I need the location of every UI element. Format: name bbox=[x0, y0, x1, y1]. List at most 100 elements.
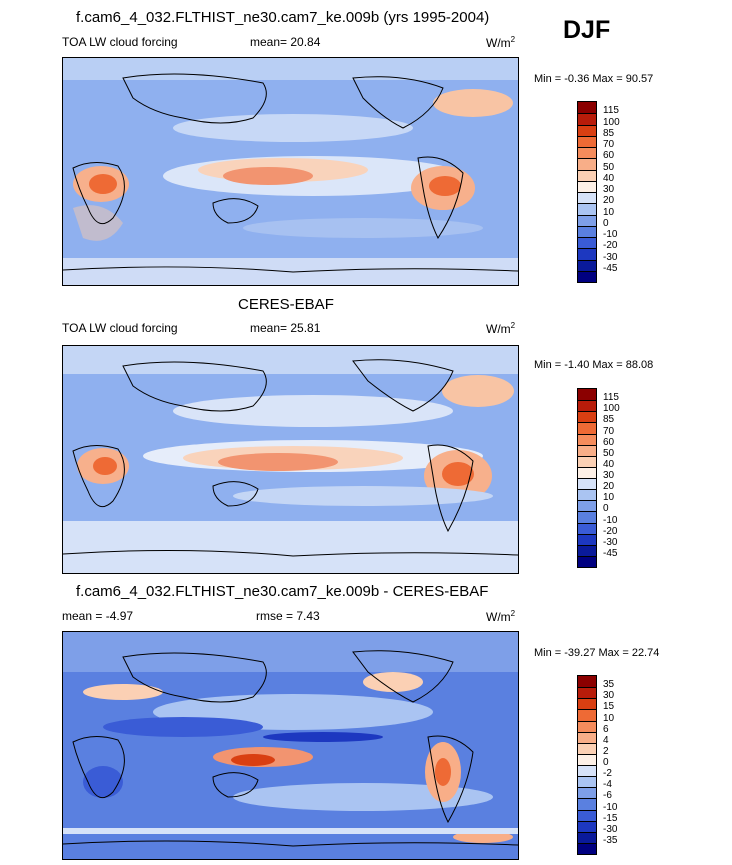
colorbar-cell bbox=[578, 698, 596, 710]
panel-2-mean-label: mean= 25.81 bbox=[250, 321, 321, 335]
colorbar-tick-label: 10 bbox=[603, 206, 615, 218]
colorbar-cell bbox=[578, 455, 596, 467]
colorbar-tick-label: 0 bbox=[603, 757, 609, 768]
colorbar-cell bbox=[578, 720, 596, 732]
colorbar-tick-label: 10 bbox=[603, 712, 615, 724]
colorbar-tick-label: -6 bbox=[603, 790, 612, 802]
colorbar-tick-label: 85 bbox=[603, 414, 615, 426]
colorbar-cell bbox=[578, 124, 596, 136]
panel-1-left-label: TOA LW cloud forcing bbox=[62, 35, 178, 49]
colorbar-cell bbox=[578, 687, 596, 699]
colorbar-tick-label: -10 bbox=[603, 229, 618, 240]
colorbar-cell bbox=[578, 820, 596, 832]
colorbar-tick-label: 50 bbox=[603, 161, 615, 173]
colorbar-cell bbox=[578, 169, 596, 181]
panel-1-units: W/m2 bbox=[486, 35, 516, 50]
colorbar-cell bbox=[578, 102, 596, 114]
colorbar-tick-label: 85 bbox=[603, 127, 615, 139]
colorbar-tick-label: 50 bbox=[603, 447, 615, 459]
colorbar-tick-label: 60 bbox=[603, 436, 615, 448]
colorbar-tick-label: -20 bbox=[603, 240, 618, 252]
colorbar-tick-label: 20 bbox=[603, 481, 615, 493]
colorbar-cell bbox=[578, 225, 596, 237]
panel-3-rmse-label: rmse = 7.43 bbox=[256, 609, 320, 623]
colorbar-tick-label: 40 bbox=[603, 172, 615, 184]
colorbar-tick-label: 100 bbox=[603, 116, 620, 128]
colorbar-tick-label: 30 bbox=[603, 690, 615, 702]
colorbar-tick-label: -20 bbox=[603, 525, 618, 537]
colorbar-cell bbox=[578, 709, 596, 721]
colorbar-tick-label: -4 bbox=[603, 779, 612, 791]
panel-2-left-label: TOA LW cloud forcing bbox=[62, 321, 178, 335]
colorbar-tick-label: 115 bbox=[603, 105, 619, 117]
colorbar-cell bbox=[578, 466, 596, 478]
panel-2-colorbar bbox=[577, 388, 597, 568]
panel-2-title: CERES-EBAF bbox=[238, 296, 334, 313]
colorbar-tick-label: 30 bbox=[603, 470, 615, 481]
colorbar-tick-label: -35 bbox=[603, 834, 618, 846]
panel-3-mean-label: mean = -4.97 bbox=[62, 609, 134, 623]
colorbar-cell bbox=[578, 237, 596, 249]
colorbar-tick-label: -30 bbox=[603, 823, 618, 835]
colorbar-cell bbox=[578, 511, 596, 523]
panel-1-title: f.cam6_4_032.FLTHIST_ne30.cam7_ke.009b (… bbox=[76, 9, 490, 26]
colorbar-tick-label: -30 bbox=[603, 251, 618, 263]
colorbar-tick-label: 35 bbox=[603, 679, 615, 691]
colorbar-tick-label: 10 bbox=[603, 492, 615, 504]
colorbar-tick-label: 70 bbox=[603, 425, 615, 437]
colorbar-cell bbox=[578, 478, 596, 490]
colorbar-tick-label: 30 bbox=[603, 184, 615, 195]
colorbar-tick-label: -45 bbox=[603, 262, 618, 274]
colorbar-tick-label: 115 bbox=[603, 392, 619, 404]
colorbar-tick-label: 20 bbox=[603, 195, 615, 207]
panel-3-colorbar-labels: 35 30 15 10 6 4 2 0 -2 -4 -6 -10 -15 -30 -35 bbox=[577, 675, 617, 865]
colorbar-cell bbox=[578, 389, 596, 401]
colorbar-cell bbox=[578, 433, 596, 445]
colorbar-tick-label: 0 bbox=[603, 503, 609, 515]
colorbar-cell bbox=[578, 555, 596, 567]
colorbar-cell bbox=[578, 742, 596, 754]
panel-3-map bbox=[62, 631, 519, 860]
panel-2-units: W/m2 bbox=[486, 321, 516, 336]
colorbar-cell bbox=[578, 113, 596, 125]
panel-3-units: W/m2 bbox=[486, 609, 516, 624]
colorbar-tick-label: -30 bbox=[603, 536, 618, 548]
panel-1-map bbox=[62, 57, 519, 286]
colorbar-cell bbox=[578, 411, 596, 423]
colorbar-tick-label: 2 bbox=[603, 745, 609, 757]
colorbar-cell bbox=[578, 544, 596, 556]
colorbar-tick-label: 40 bbox=[603, 458, 615, 470]
colorbar-cell bbox=[578, 765, 596, 777]
panel-3-title: f.cam6_4_032.FLTHIST_ne30.cam7_ke.009b -… bbox=[76, 583, 489, 600]
colorbar-tick-label: 4 bbox=[603, 734, 609, 746]
colorbar-tick-label: 15 bbox=[603, 701, 615, 713]
colorbar-cell bbox=[578, 731, 596, 743]
colorbar-cell bbox=[578, 259, 596, 271]
colorbar-cell bbox=[578, 522, 596, 534]
panel-3-minmax: Min = -39.27 Max = 22.74 bbox=[534, 647, 660, 659]
colorbar-cell bbox=[578, 753, 596, 765]
colorbar-tick-label: -45 bbox=[603, 547, 618, 559]
colorbar-cell bbox=[578, 842, 596, 854]
season-label: DJF bbox=[563, 16, 611, 44]
panel-1-mean-label: mean= 20.84 bbox=[250, 35, 321, 49]
panel-3-map-svg bbox=[63, 632, 518, 859]
colorbar-cell bbox=[578, 147, 596, 159]
colorbar-cell bbox=[578, 831, 596, 843]
colorbar-cell bbox=[578, 192, 596, 204]
colorbar-tick-label: 60 bbox=[603, 150, 615, 162]
colorbar-cell bbox=[578, 444, 596, 456]
colorbar-tick-label: -10 bbox=[603, 514, 618, 526]
colorbar-cell bbox=[578, 422, 596, 434]
panel-1-colorbar bbox=[577, 101, 597, 283]
colorbar-cell bbox=[578, 489, 596, 501]
panel-1-colorbar-labels: 115 100 85 70 60 50 40 30 20 10 0 -10 -20 -30 -45 bbox=[577, 101, 620, 291]
colorbar-cell bbox=[578, 135, 596, 147]
colorbar-tick-label: -2 bbox=[603, 768, 612, 780]
panel-2-minmax: Min = -1.40 Max = 88.08 bbox=[534, 359, 654, 371]
panel-2-map-svg bbox=[63, 346, 518, 573]
colorbar-tick-label: 100 bbox=[603, 403, 620, 415]
colorbar-cell bbox=[578, 270, 596, 282]
colorbar-cell bbox=[578, 809, 596, 821]
colorbar-cell bbox=[578, 400, 596, 412]
